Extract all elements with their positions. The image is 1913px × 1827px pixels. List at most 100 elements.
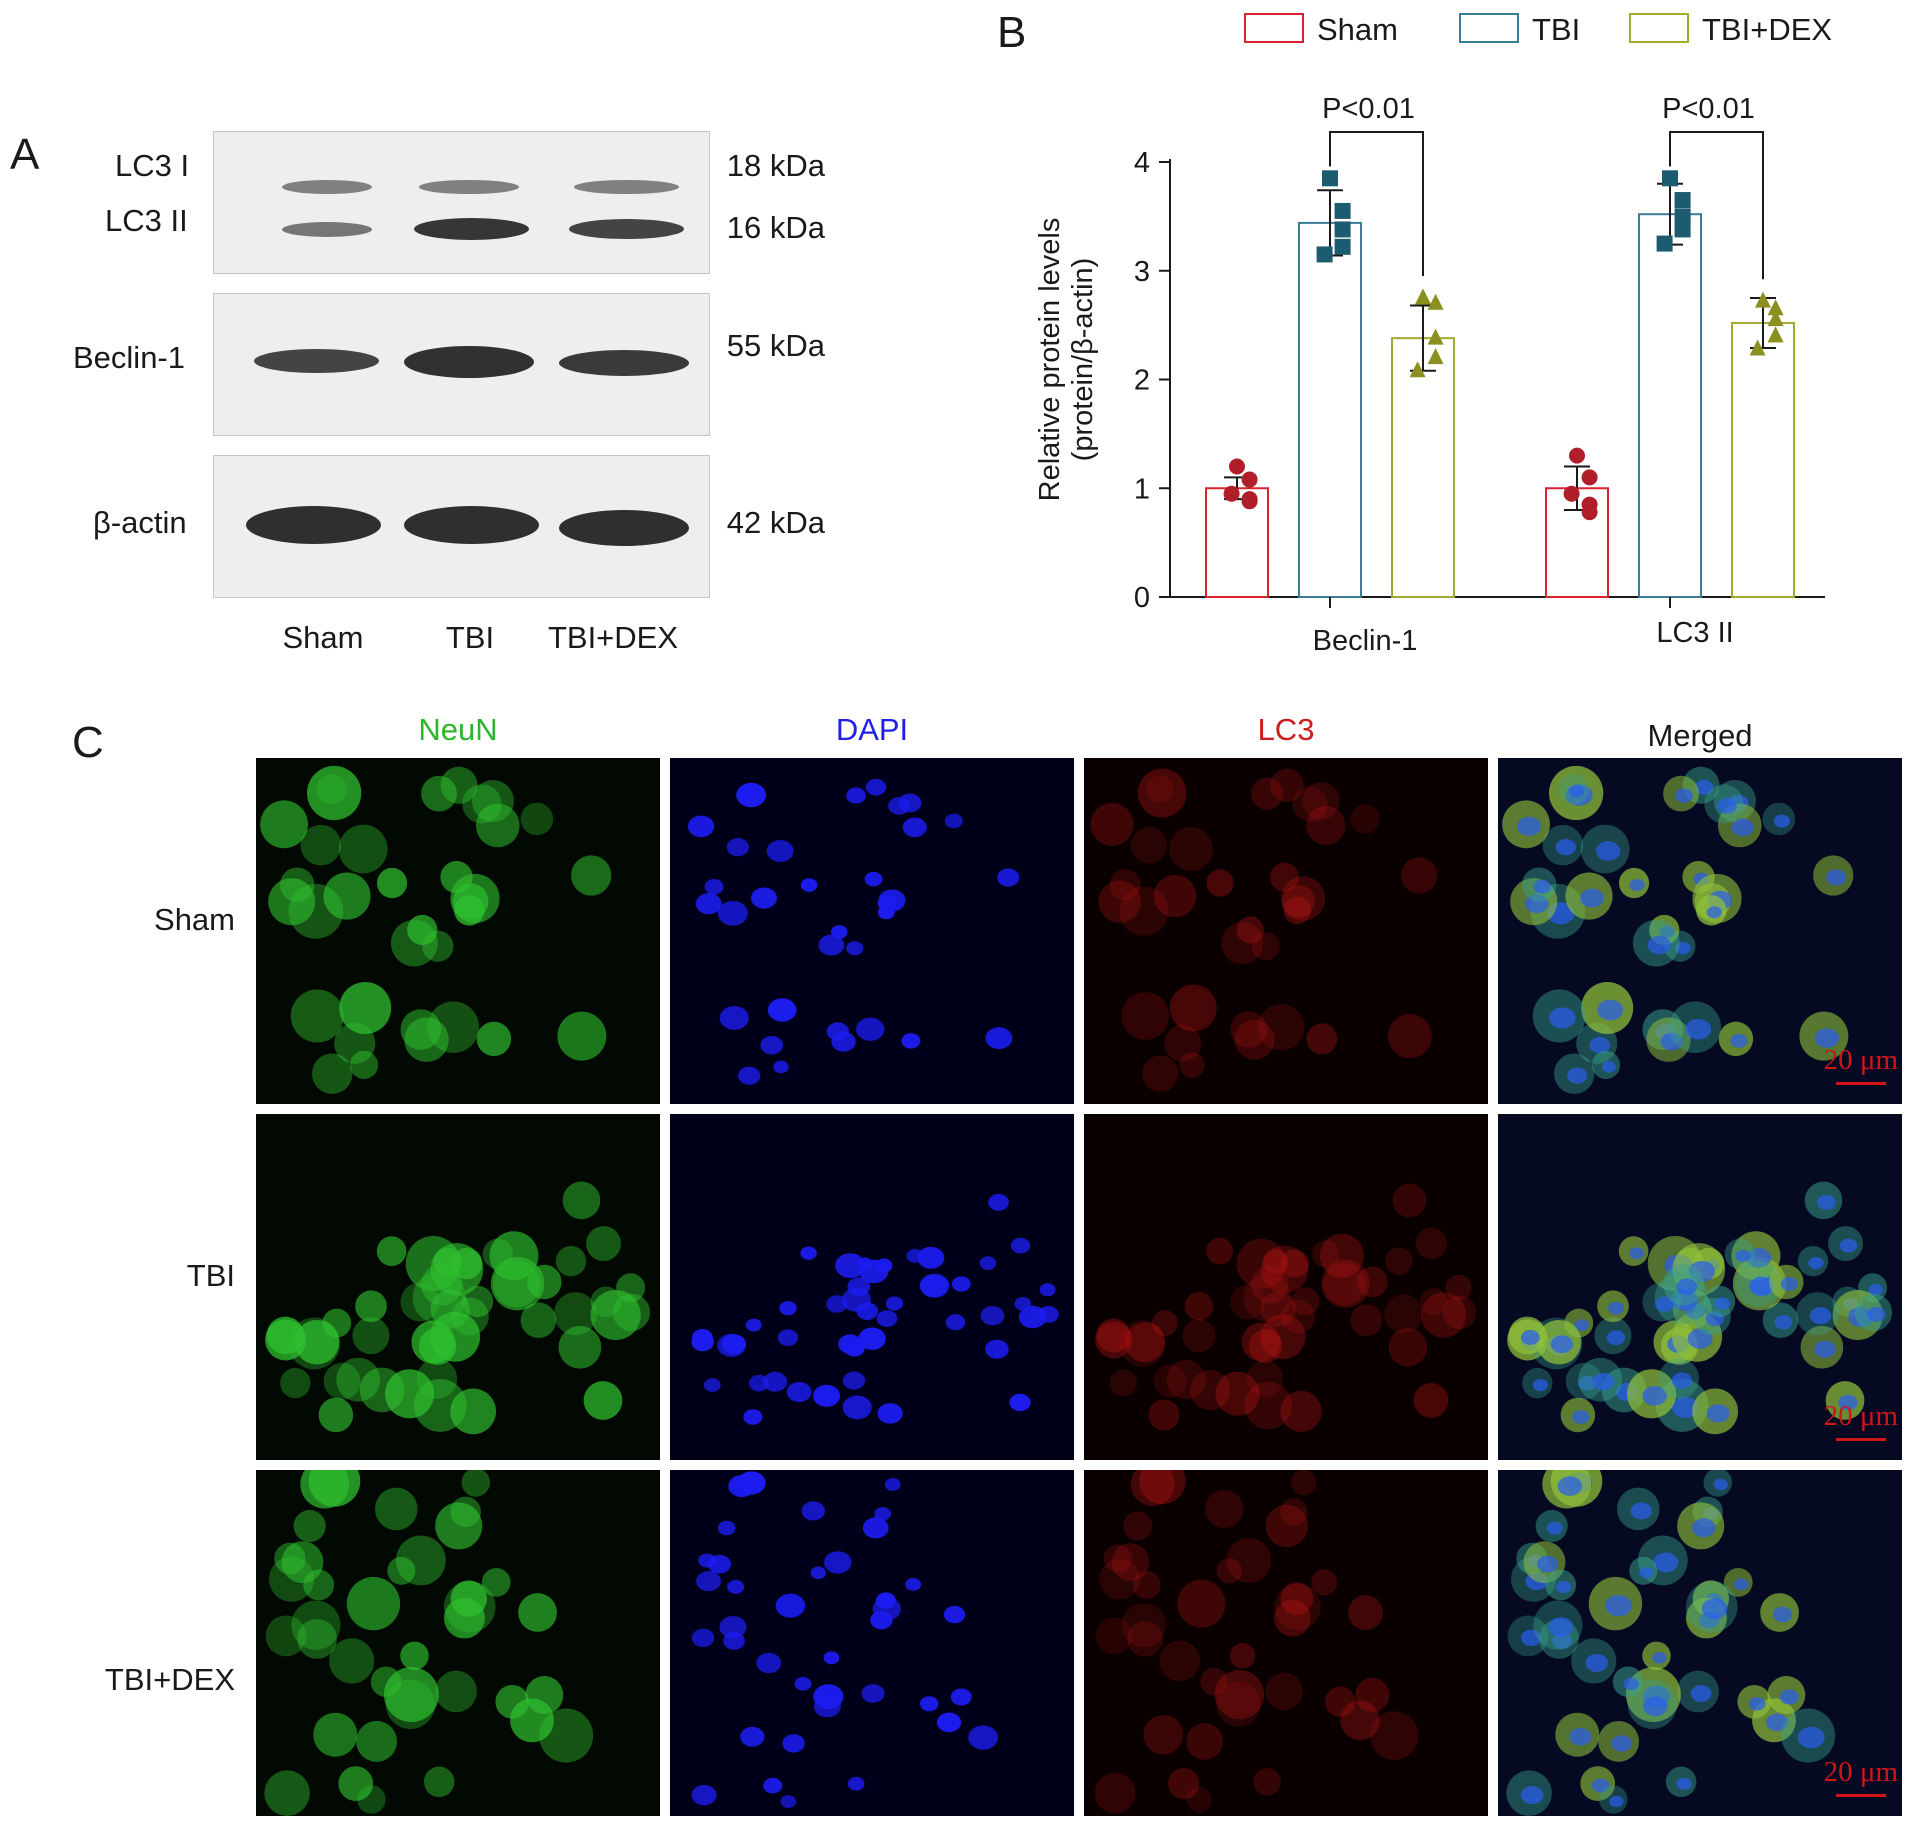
dapi-nucleus <box>826 1295 848 1313</box>
merged-nucleus <box>1611 1735 1632 1752</box>
lane-label-sham: Sham <box>282 620 364 655</box>
merged-nucleus <box>1655 1296 1675 1312</box>
dapi-nucleus <box>979 1256 997 1270</box>
dapi-nucleus <box>704 878 724 895</box>
lc3-signal <box>1282 885 1315 918</box>
size-label-55: 55 kDa <box>726 328 825 363</box>
merged-nucleus <box>1826 869 1847 886</box>
merged-nucleus <box>1694 779 1714 795</box>
dapi-nucleus <box>687 815 715 838</box>
lc3-signal <box>1130 826 1168 864</box>
micrograph-tbi-neun <box>256 1114 660 1460</box>
neun-cell <box>323 1362 361 1400</box>
size-label-18: 18 kDa <box>726 148 825 183</box>
lc3-signal <box>1348 1595 1383 1630</box>
scale-bar <box>1836 1438 1886 1441</box>
p-value-label: P<0.01 <box>1662 93 1755 125</box>
micrograph-image <box>256 1470 660 1816</box>
lc3-signal <box>1274 1599 1311 1637</box>
micrograph-tbi-lc3 <box>1084 1114 1488 1460</box>
merged-nucleus <box>1780 1277 1798 1291</box>
merged-nucleus <box>1569 785 1585 798</box>
panel-label-c: C <box>72 718 104 767</box>
lc3-signal <box>1094 1772 1136 1814</box>
neun-cell <box>311 1053 353 1094</box>
neun-cell <box>349 1050 379 1080</box>
neun-cell <box>430 1289 470 1329</box>
merged-nucleus <box>1577 1375 1597 1391</box>
merged-nucleus <box>1839 1238 1858 1253</box>
merged-nucleus <box>1653 1552 1679 1573</box>
dapi-nucleus <box>763 1777 783 1794</box>
dapi-nucleus <box>936 1712 962 1733</box>
merged-nucleus <box>1647 935 1672 955</box>
dapi-nucleus <box>842 1371 866 1390</box>
data-point <box>1241 471 1258 488</box>
dapi-nucleus <box>786 1381 812 1403</box>
neun-cell <box>280 1367 311 1399</box>
lc3-signal <box>1137 768 1187 818</box>
bar-chart: 0 1 2 3 4 Relative protein levels(protein/β-a… <box>1034 12 1832 657</box>
merged-nucleus <box>1592 1778 1610 1793</box>
neun-cell <box>339 981 392 1035</box>
lc3-signal <box>1291 1287 1320 1316</box>
data-point <box>1767 326 1784 343</box>
legend-swatch <box>1459 13 1519 43</box>
merged-nucleus <box>1797 1726 1825 1749</box>
dapi-nucleus <box>846 941 864 956</box>
lc3-signal <box>1321 1259 1370 1308</box>
lc3-signal <box>1274 1583 1321 1631</box>
lc3-signal <box>1442 1295 1477 1330</box>
micrograph-image <box>256 1114 660 1460</box>
row-label-tbi: TBI <box>186 1258 235 1293</box>
merged-nucleus <box>1546 1521 1563 1535</box>
dapi-nucleus <box>888 797 910 815</box>
lc3-signal <box>1166 1359 1206 1400</box>
lc3-signal <box>1200 1667 1228 1696</box>
neun-cell <box>482 1238 514 1270</box>
dapi-nucleus <box>695 893 722 915</box>
neun-cell <box>279 867 315 902</box>
data-point <box>1581 469 1598 486</box>
band <box>254 349 379 373</box>
column-title-lc3: LC3 <box>1257 712 1315 747</box>
neun-cell <box>495 1684 530 1719</box>
lc3-signal <box>1306 1023 1338 1055</box>
data-point <box>1755 291 1771 308</box>
dapi-nucleus <box>766 840 794 862</box>
lc3-signal <box>1230 1011 1268 1048</box>
merged-nucleus <box>1868 1283 1883 1296</box>
lc3-signal <box>1099 1558 1140 1600</box>
merged-nucleus <box>1574 1319 1590 1331</box>
lc3-signal <box>1280 1582 1314 1615</box>
merged-nucleus <box>1688 1260 1716 1282</box>
neun-cell <box>443 1581 496 1633</box>
data-point <box>1322 170 1338 187</box>
dapi-nucleus <box>944 813 963 829</box>
merged-nucleus <box>1838 1394 1858 1411</box>
dapi-nucleus <box>985 1027 1013 1050</box>
lc3-signal <box>1151 1310 1178 1337</box>
lc3-signal <box>1340 1700 1380 1741</box>
merged-nucleus <box>1629 1247 1645 1260</box>
neun-cell <box>520 1302 557 1338</box>
neun-cell <box>443 1597 485 1639</box>
neun-cell <box>400 1282 440 1322</box>
lc3-signal <box>1169 984 1217 1032</box>
neun-cell <box>318 1397 354 1433</box>
lc3-signal <box>1226 1537 1272 1583</box>
dapi-nucleus <box>884 1478 901 1491</box>
dapi-nucleus <box>767 998 797 1022</box>
neun-cell <box>306 765 362 821</box>
merged-nucleus <box>1549 1007 1576 1029</box>
merged-nucleus <box>1687 1328 1713 1349</box>
merged-nucleus <box>1717 798 1737 814</box>
column-title-neun: NeuN <box>418 712 498 747</box>
merged-nucleus <box>1524 894 1549 914</box>
dapi-nucleus <box>801 1501 825 1521</box>
band <box>282 222 372 237</box>
neun-cell <box>525 1676 564 1715</box>
lc3-signal <box>1241 1322 1281 1362</box>
neun-cell <box>316 774 347 805</box>
merged-nucleus <box>1730 1033 1748 1048</box>
